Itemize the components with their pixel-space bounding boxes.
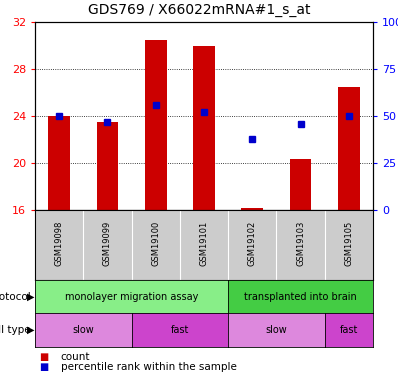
Text: transplanted into brain: transplanted into brain [244, 291, 357, 302]
Text: GSM19102: GSM19102 [248, 221, 257, 266]
Text: percentile rank within the sample: percentile rank within the sample [61, 362, 237, 372]
Text: count: count [61, 352, 90, 362]
Text: GDS769 / X66022mRNA#1_s_at: GDS769 / X66022mRNA#1_s_at [88, 3, 310, 17]
Text: protocol: protocol [0, 291, 31, 302]
Bar [338, 87, 360, 210]
Text: GSM19100: GSM19100 [151, 221, 160, 266]
Text: slow: slow [265, 325, 287, 335]
Bar [290, 159, 312, 210]
Text: GSM19103: GSM19103 [296, 221, 305, 266]
Text: slow: slow [72, 325, 94, 335]
Text: ▶: ▶ [27, 325, 34, 335]
Text: GSM19099: GSM19099 [103, 221, 112, 266]
Text: GSM19105: GSM19105 [344, 221, 353, 266]
Text: ▶: ▶ [27, 291, 34, 302]
Bar [97, 122, 118, 210]
Text: monolayer migration assay: monolayer migration assay [65, 291, 198, 302]
Text: fast: fast [171, 325, 189, 335]
Bar [48, 116, 70, 210]
Text: ■: ■ [39, 362, 48, 372]
Text: fast: fast [339, 325, 358, 335]
Bar [145, 40, 167, 210]
Bar [242, 208, 263, 210]
Bar [193, 45, 215, 210]
Text: GSM19098: GSM19098 [55, 221, 64, 266]
Text: GSM19101: GSM19101 [199, 221, 209, 266]
Text: cell type: cell type [0, 325, 31, 335]
Text: ■: ■ [39, 352, 48, 362]
